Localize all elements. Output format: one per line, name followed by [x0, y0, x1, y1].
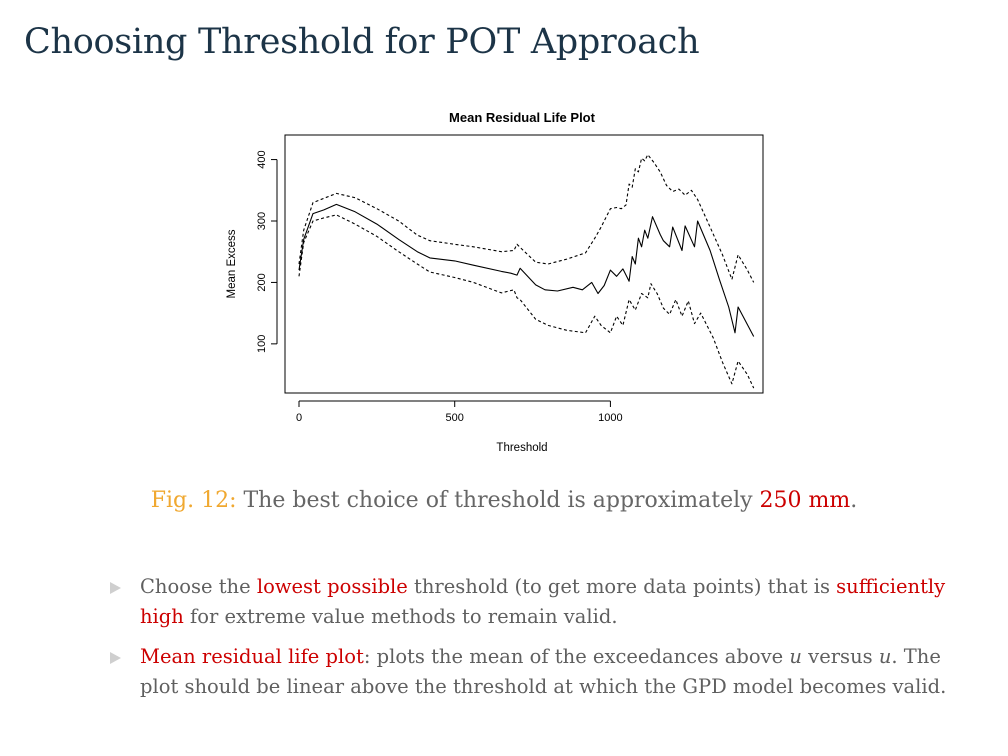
figure-label: Fig. 12: — [150, 488, 237, 513]
y-tick-label: 200 — [256, 273, 268, 291]
upper-confidence-line — [298, 154, 755, 283]
bullet-item-mean-residual: Mean residual life plot: plots the mean … — [106, 642, 966, 702]
mean-excess-line — [298, 203, 755, 337]
y-axis-label: Mean Excess — [226, 229, 238, 298]
bullet-triangle-icon — [110, 652, 121, 664]
bullet-text: . The plot should be linear above the th… — [140, 645, 947, 698]
bullet-triangle-icon — [110, 582, 121, 594]
bullet-highlight-mrl-plot: Mean residual life plot — [140, 645, 364, 668]
bullet-item-threshold-choice: Choose the lowest possible threshold (to… — [106, 572, 966, 632]
bullet-text: threshold (to get more data points) that… — [407, 575, 837, 598]
bullet-text: : plots the mean of the exceedances abov… — [363, 645, 790, 668]
y-axis: 100 200 300 400 — [256, 150, 278, 353]
x-tick-label: 1000 — [598, 412, 622, 424]
caption-end: . — [850, 488, 858, 513]
mean-residual-life-chart: Mean Residual Life Plot 0 500 1000 100 200 3… — [226, 110, 764, 454]
caption-value: 250 mm — [759, 488, 851, 513]
caption-text: The best choice of threshold is approxim… — [236, 488, 760, 513]
chart-title: Mean Residual Life Plot — [449, 110, 596, 125]
bullet-highlight-sufficiently-high: sufficiently high — [140, 575, 946, 628]
series-layer — [298, 154, 755, 389]
x-tick-label: 500 — [446, 412, 464, 424]
bullet-text: Choose the — [140, 575, 257, 598]
bullet-variable-u: u — [878, 645, 892, 668]
x-axis-label: Threshold — [496, 442, 547, 454]
y-tick-label: 400 — [256, 150, 268, 168]
bullet-variable-u: u — [789, 645, 802, 668]
y-tick-label: 300 — [256, 212, 268, 230]
bullet-highlight-lowest: lowest possible — [256, 575, 408, 598]
y-tick-label: 100 — [256, 335, 268, 353]
x-axis: 0 500 1000 — [296, 400, 623, 424]
bullet-text: versus — [801, 645, 879, 668]
figure-caption: Fig. 12: The best choice of threshold is… — [0, 488, 1008, 513]
bullet-text: for extreme value methods to remain vali… — [183, 605, 618, 628]
plot-frame — [284, 134, 764, 394]
x-tick-label: 0 — [296, 412, 302, 424]
slide-title: Choosing Threshold for POT Approach — [24, 22, 700, 62]
bullet-list: Choose the lowest possible threshold (to… — [106, 572, 966, 712]
lower-confidence-line — [298, 214, 755, 389]
